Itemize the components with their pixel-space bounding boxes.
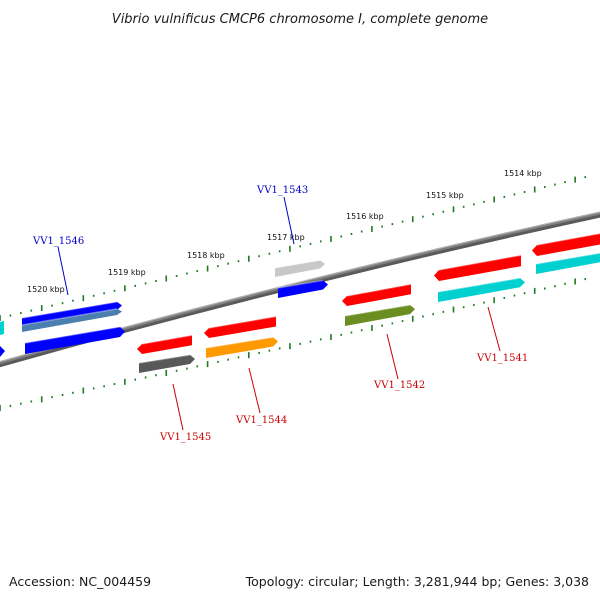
gene-vv1-1546a-body: [22, 301, 122, 327]
gene-cyan-edge: [535, 252, 600, 274]
accession-label: Accession: NC_004459: [9, 574, 151, 589]
gene-red-4-body: [434, 255, 521, 281]
gene-vv1-1543b-shine: [277, 279, 324, 289]
map-title: Vibrio vulnificus CMCP6 chromosome I, co…: [112, 12, 488, 27]
gene-vv1-1544-shine: [205, 336, 274, 349]
gene-red-2-shine: [208, 315, 277, 329]
leader-vv1-1541: [487, 306, 501, 352]
gene-vv1-1543a-shine: [274, 259, 321, 269]
scale-label-1518: 1518 kbp: [187, 251, 225, 260]
gene-label-vv1-1543[interactable]: VV1_1543: [256, 185, 308, 196]
leader-vv1-1545: [172, 383, 184, 431]
gene-vv1-1544-body: [206, 337, 278, 358]
gene-vv1-1546b-shine: [21, 308, 118, 326]
gene-red-1-shine: [141, 334, 193, 345]
gene-edge-blue: [0, 346, 5, 357]
gene-red-2: [204, 315, 277, 338]
gene-vv1-1545-body: [139, 354, 195, 373]
gene-vv1-1542-body: [345, 304, 415, 326]
genome-summary: Topology: circular; Length: 3,281,944 bp…: [245, 574, 589, 589]
gene-vv1-1543a-body: [275, 260, 325, 277]
gene-edge-cyan: [0, 321, 4, 335]
outer-scale-ticks: [0, 176, 587, 321]
gene-blue-lower: [24, 326, 125, 354]
gene-vv1-1541-body: [438, 278, 525, 302]
gene-vv1-1543b: [277, 279, 328, 298]
gene-red-4: [434, 254, 522, 281]
gene-vv1-1544: [205, 336, 278, 358]
label-leader-lines: [57, 196, 501, 431]
leader-vv1-1542: [386, 333, 399, 380]
gene-vv1-1546a-shine: [21, 301, 118, 319]
gene-vv1-1545-shine: [138, 354, 191, 364]
gene-red-5-shine: [536, 232, 600, 246]
scale-labels: 1520 kbp 1519 kbp 1518 kbp 1517 kbp 1516…: [27, 169, 542, 294]
gene-red-4-shine: [438, 254, 522, 271]
gene-label-vv1-1541[interactable]: VV1_1541: [476, 353, 528, 364]
gene-blue-lower-shine: [24, 326, 121, 344]
gene-red-3-shine: [346, 283, 412, 297]
scale-label-1519: 1519 kbp: [108, 268, 146, 277]
leader-vv1-1546: [57, 246, 69, 296]
gene-label-vv1-1546[interactable]: VV1_1546: [32, 236, 84, 247]
gene-red-1: [137, 334, 193, 354]
scale-label-1520: 1520 kbp: [27, 285, 65, 294]
gene-red-1-body: [137, 335, 192, 354]
gene-red-3: [342, 283, 412, 306]
gene-red-2-body: [204, 316, 276, 338]
gene-features: [0, 232, 600, 373]
gene-label-vv1-1544[interactable]: VV1_1544: [235, 415, 287, 426]
gene-red-5-body: [532, 233, 600, 256]
gene-vv1-1546a: [21, 301, 122, 327]
gene-cyan-edge-body: [536, 253, 600, 274]
gene-vv1-1541-shine: [437, 277, 521, 293]
gene-vv1-1543a: [274, 259, 325, 277]
gene-label-vv1-1542[interactable]: VV1_1542: [373, 380, 425, 391]
scale-label-1515: 1515 kbp: [426, 191, 464, 200]
leader-vv1-1543: [283, 196, 295, 245]
gene-label-vv1-1545[interactable]: VV1_1545: [159, 432, 211, 443]
leader-vv1-1544: [248, 367, 261, 414]
gene-blue-lower-body: [25, 326, 125, 354]
gene-labels: VV1_1546 VV1_1543 VV1_1545 VV1_1544 VV1_…: [32, 185, 528, 443]
gene-cyan-edge-shine: [535, 252, 600, 265]
scale-label-1517: 1517 kbp: [267, 233, 305, 242]
gene-vv1-1541: [437, 277, 525, 302]
gene-vv1-1546b: [21, 308, 122, 332]
scale-label-1516: 1516 kbp: [346, 212, 384, 221]
inner-scale-ticks: [0, 278, 587, 411]
gene-vv1-1546b-body: [22, 308, 122, 332]
gene-vv1-1542-shine: [344, 304, 411, 317]
gene-vv1-1543b-body: [278, 280, 328, 298]
gene-vv1-1542: [344, 304, 415, 326]
gene-red-5: [532, 232, 600, 256]
scale-label-1514: 1514 kbp: [504, 169, 542, 178]
gene-vv1-1545: [138, 354, 195, 373]
gene-red-3-body: [342, 284, 411, 306]
